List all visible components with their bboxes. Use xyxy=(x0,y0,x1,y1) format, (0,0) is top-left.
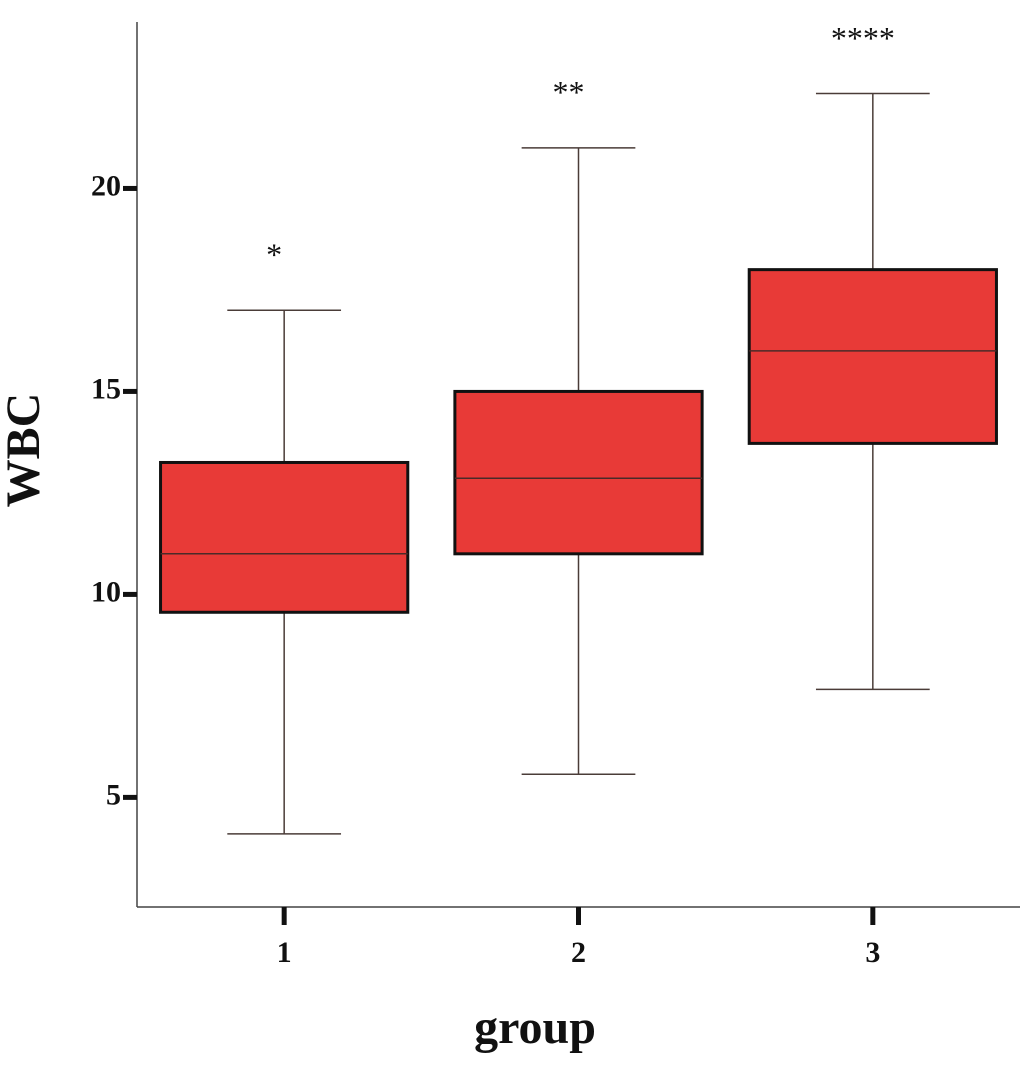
y-tick-label: 5 xyxy=(106,778,121,811)
x-tick-label: 1 xyxy=(277,936,292,969)
annotation: * xyxy=(266,237,282,273)
x-tick-label: 2 xyxy=(571,936,586,969)
y-tick-label: 15 xyxy=(91,372,121,405)
box xyxy=(159,460,410,614)
x-axis-title: group xyxy=(474,1001,596,1054)
y-axis-title: WBC xyxy=(0,393,50,508)
y-tick-label: 20 xyxy=(91,169,121,202)
box xyxy=(453,389,704,556)
box xyxy=(747,268,998,445)
x-tick-label: 3 xyxy=(865,936,880,969)
y-tick-label: 10 xyxy=(91,575,121,608)
annotation: **** xyxy=(831,20,895,56)
annotation: ** xyxy=(553,74,585,110)
